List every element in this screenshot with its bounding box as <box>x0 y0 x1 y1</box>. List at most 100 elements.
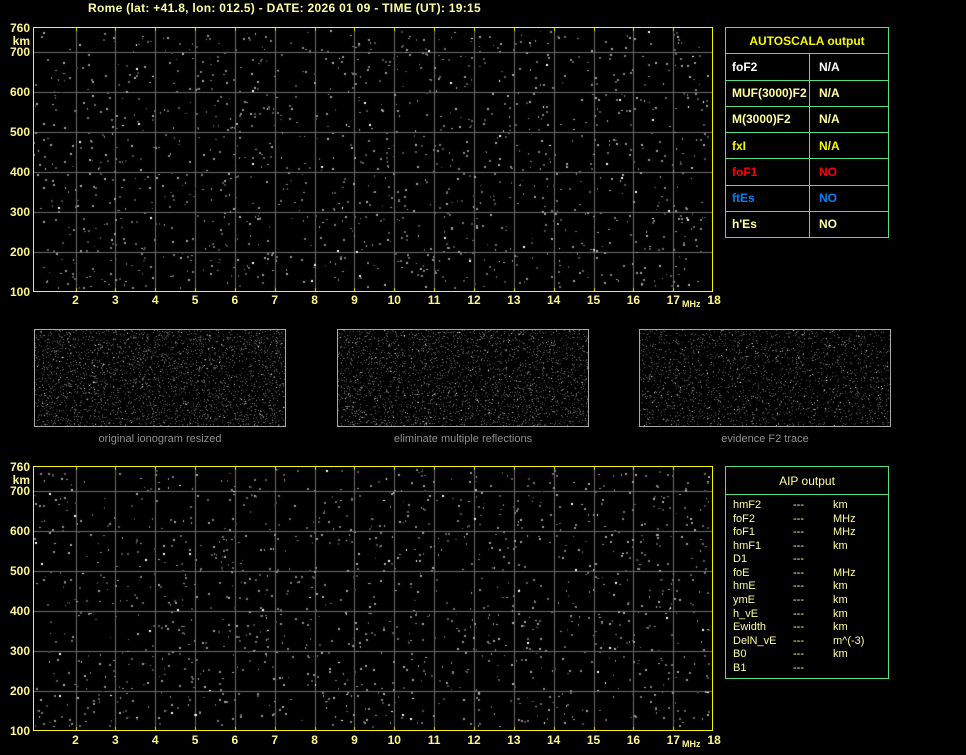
aip-row: foE --- MHz <box>726 567 888 581</box>
y-tick-label: 760 <box>9 459 30 474</box>
window-title: Rome (lat: +41.8, lon: 012.5) - DATE: 20… <box>88 1 481 15</box>
aip-row: DelN_vE --- m^(-3) <box>726 634 888 648</box>
x-tick-label: 9 <box>351 733 358 747</box>
x-tick-label: 17 <box>666 733 680 747</box>
autoscala-row-value: N/A <box>819 112 840 127</box>
aip-row-value: --- <box>793 634 804 647</box>
aip-row-label: hmF1 <box>733 539 762 552</box>
x-tick-label: 4 <box>151 733 159 747</box>
aip-row: B1 --- <box>726 661 888 675</box>
x-tick-label: 2 <box>72 293 79 307</box>
autoscala-row: ftEs NO <box>726 184 888 211</box>
x-tick-label: 15 <box>586 293 601 307</box>
aip-row: foF2 --- MHz <box>726 513 888 527</box>
autoscala-row-label: ftEs <box>726 185 810 211</box>
aip-row-value: --- <box>793 566 804 579</box>
aip-row: hmF2 --- km <box>726 499 888 513</box>
aip-row-label: h_vE <box>733 607 759 620</box>
x-tick-label: 8 <box>311 733 318 747</box>
x-tick-label: 5 <box>191 293 199 307</box>
aip-row-unit: km <box>833 580 848 593</box>
autoscala-row-label: foF1 <box>726 159 810 185</box>
x-tick-label: 17 <box>666 293 680 307</box>
y-tick-label: 200 <box>9 683 30 698</box>
aip-row: hmF1 --- km <box>726 540 888 554</box>
x-axis-unit-label: MHz <box>682 299 701 309</box>
ionogram-plot-bottom <box>33 466 713 731</box>
x-tick-label: 14 <box>547 293 561 307</box>
y-tick-label: 200 <box>9 244 30 259</box>
aip-row-value: --- <box>793 621 804 634</box>
x-tick-label: 11 <box>427 293 441 307</box>
aip-table-title: AIP output <box>726 467 888 495</box>
autoscala-row: foF2 N/A <box>726 53 888 80</box>
aip-row-label: Ewidth <box>733 621 767 634</box>
x-tick-label: 5 <box>191 733 199 747</box>
autoscala-row-value: NO <box>819 217 837 232</box>
y-tick-label: 700 <box>9 44 30 59</box>
aip-row-value: --- <box>793 607 804 620</box>
y-tick-label: 300 <box>9 643 30 658</box>
x-tick-label: 11 <box>427 733 441 747</box>
aip-row-label: ymE <box>733 593 755 606</box>
aip-row-value: --- <box>793 526 804 539</box>
thumbnail-original-ionogram <box>34 329 286 427</box>
aip-row-unit: m^(-3) <box>833 634 865 647</box>
x-tick-label: 3 <box>112 733 119 747</box>
x-tick-label: 13 <box>507 293 521 307</box>
x-tick-label: 9 <box>351 293 358 307</box>
y-tick-label: 300 <box>9 204 30 219</box>
x-tick-label: 6 <box>231 733 239 747</box>
ionogram-canvas-bottom <box>34 467 712 730</box>
aip-row-label: hmE <box>733 580 756 593</box>
y-tick-label: 400 <box>9 603 30 618</box>
x-tick-label: 6 <box>231 293 239 307</box>
x-tick-label: 16 <box>626 733 641 747</box>
y-tick-label: 400 <box>9 164 30 179</box>
aip-row-unit: km <box>833 607 848 620</box>
autoscala-row: MUF(3000)F2 N/A <box>726 79 888 106</box>
aip-row-label: B0 <box>733 648 747 661</box>
y-tick-label: 700 <box>9 483 30 498</box>
aip-row-unit: MHz <box>833 566 856 579</box>
aip-row-value: --- <box>793 539 804 552</box>
aip-row: foF1 --- MHz <box>726 526 888 540</box>
autoscala-table-title: AUTOSCALA output <box>749 33 865 48</box>
thumbnail-canvas-1 <box>35 330 285 426</box>
y-tick-label: 600 <box>9 523 30 538</box>
autoscala-row-value: N/A <box>819 86 840 101</box>
y-tick-label: 760 <box>9 20 30 35</box>
aip-row-value: --- <box>793 580 804 593</box>
y-tick-label: 100 <box>9 284 30 299</box>
aip-row-unit: MHz <box>833 526 856 539</box>
aip-row-label: hmF2 <box>733 499 762 512</box>
autoscala-row-value: N/A <box>819 59 840 74</box>
thumbnail-caption-2: eliminate multiple reflections <box>393 433 533 445</box>
autoscala-row-label: MUF(3000)F2 <box>726 80 810 106</box>
autoscala-row-label: fxI <box>726 133 810 159</box>
x-tick-label: 10 <box>387 293 401 307</box>
aip-row-label: foF1 <box>733 526 756 539</box>
aip-row-value: --- <box>793 499 804 512</box>
x-tick-label: 12 <box>467 293 481 307</box>
x-tick-label: 7 <box>271 733 279 747</box>
autoscala-row-value: NO <box>819 164 837 179</box>
autoscala-row-label: h'Es <box>726 211 810 237</box>
x-tick-label: 3 <box>112 293 119 307</box>
aip-row-label: foE <box>733 566 750 579</box>
aip-row: B0 --- km <box>726 648 888 662</box>
y-axis-unit-label: km <box>12 34 30 48</box>
aip-row-label: DelN_vE <box>733 634 777 647</box>
thumbnail-canvas-3 <box>640 330 890 426</box>
aip-row: h_vE --- km <box>726 607 888 621</box>
y-axis-unit-label: km <box>12 473 30 487</box>
x-tick-label: 10 <box>387 733 401 747</box>
y-tick-label: 500 <box>9 124 30 139</box>
aip-row: D1 --- <box>726 553 888 567</box>
autoscala-row-value: N/A <box>819 138 840 153</box>
autoscala-row-label: M(3000)F2 <box>726 106 810 132</box>
autoscala-output-table: AUTOSCALA output foF2 N/A MUF(3000)F2 N/A M(… <box>725 27 889 238</box>
aip-row-value: --- <box>793 648 804 661</box>
aip-row: hmE --- km <box>726 580 888 594</box>
aip-row-unit: km <box>833 499 848 512</box>
